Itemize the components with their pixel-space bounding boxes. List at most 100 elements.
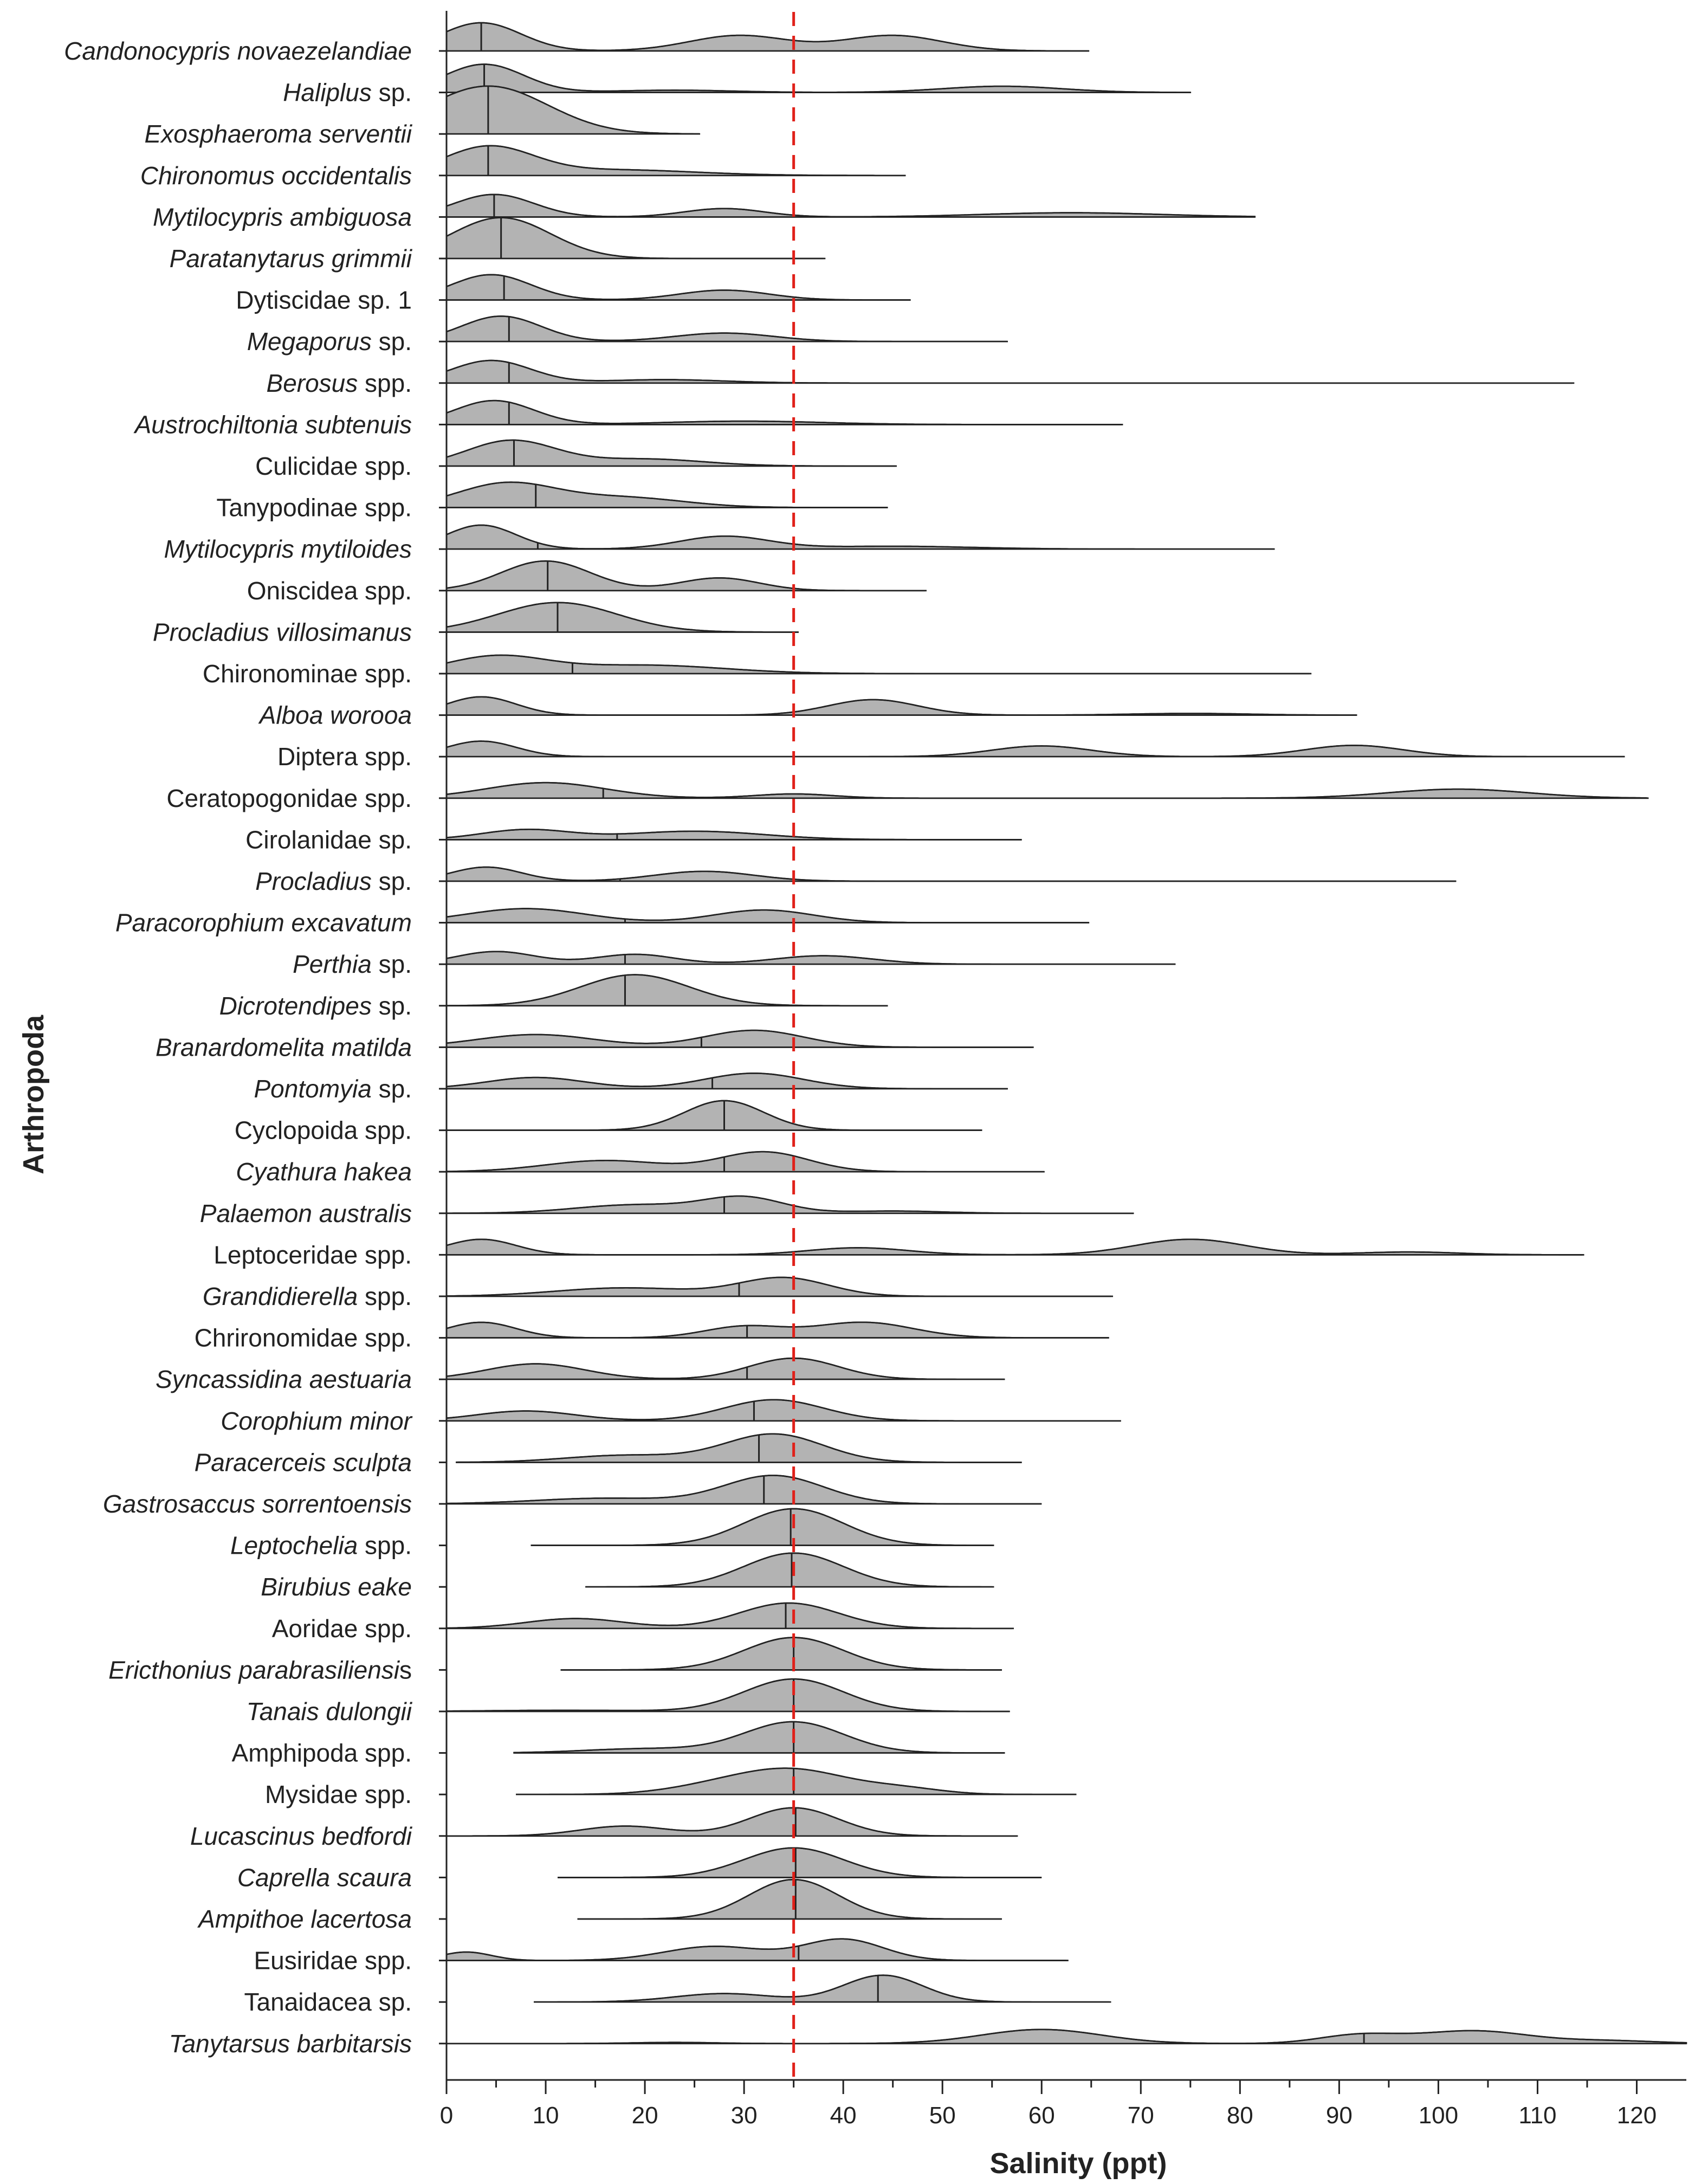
species-label-italic: Ampithoe lacertosa: [197, 1905, 412, 1933]
density-area: [513, 1721, 1005, 1754]
ridge-row: [445, 524, 1275, 550]
ridge-row: [445, 829, 1022, 841]
ridge-row: [445, 781, 1649, 799]
x-tick-label: 50: [929, 2102, 956, 2129]
species-label-plain: spp.: [358, 369, 412, 397]
species-label-plain: sp.: [372, 327, 412, 356]
species-label-italic: Tanais dulongii: [247, 1697, 413, 1726]
species-label-plain: s: [399, 1656, 412, 1684]
species-label: Syncassidina aestuaria: [156, 1365, 412, 1393]
species-label-italic: Alboa worooa: [258, 701, 412, 729]
species-label: Gastrosaccus sorrentoensis: [103, 1490, 412, 1518]
ridge-row: [447, 2028, 1687, 2045]
ridge-row: [445, 740, 1625, 758]
density-area: [445, 866, 1457, 882]
density-area: [585, 1552, 994, 1588]
density-outline: [446, 193, 1255, 218]
ridge-row: [445, 696, 1357, 716]
ridge-row: [577, 1878, 1002, 1920]
species-label-plain: spp.: [358, 1282, 412, 1310]
species-label: Palaemon australis: [200, 1199, 412, 1227]
species-label-italic: Pontomyia: [254, 1075, 372, 1103]
species-label-italic: Tanytarsus barbitarsis: [169, 2030, 412, 2058]
ridge-row: [445, 866, 1457, 882]
species-label: Perthia sp.: [293, 950, 412, 978]
x-tick-label: 100: [1419, 2102, 1458, 2129]
density-area: [445, 1029, 1034, 1048]
x-tick-label: 30: [731, 2102, 758, 2129]
species-label-plain: sp.: [372, 950, 412, 978]
species-label-italic: Paratanytarus grimmii: [170, 244, 413, 273]
x-axis: 0 10 20 30 40 50 60 70 80 90 100 110 120: [440, 11, 1686, 2129]
species-label-italic: Dicrotendipes: [219, 992, 372, 1020]
species-label: Ericthonius parabrasiliensis: [108, 1656, 412, 1684]
species-label: Tanytarsus barbitarsis: [169, 2030, 412, 2058]
species-label-italic: Berosus: [267, 369, 358, 397]
species-label-italic: Gastrosaccus sorrentoensis: [103, 1490, 412, 1518]
species-label: Exosphaeroma serventii: [145, 120, 413, 148]
species-label-italic: Leptochelia: [230, 1532, 358, 1560]
ridge-row: [447, 1807, 1018, 1837]
species-label: Caprella scaura: [237, 1863, 412, 1891]
species-label: Tanaidacea sp.: [244, 1988, 412, 2016]
species-label-italic: Ericthonius parabrasiliensi: [108, 1656, 400, 1684]
species-label: Cyathura hakea: [236, 1158, 412, 1186]
species-label: Birubius eake: [261, 1573, 412, 1601]
ridge-row: [445, 399, 1123, 425]
species-label-italic: Haliplus: [283, 79, 372, 107]
species-label: Lucascinus bedfordi: [190, 1822, 413, 1850]
species-label: Corophium minor: [221, 1407, 412, 1435]
ridge-row: [513, 1721, 1005, 1754]
density-area: [445, 217, 826, 260]
species-label: Branardomelita matilda: [156, 1033, 412, 1061]
species-label-italic: Cyathura hakea: [236, 1158, 412, 1186]
species-label: Paracorophium excavatum: [115, 909, 412, 937]
species-label: Oniscidea spp.: [247, 577, 412, 605]
x-tick-label: 110: [1518, 2102, 1556, 2129]
ridge-row: [445, 951, 1176, 965]
ridge-row: [447, 1100, 982, 1131]
ridge-row: [445, 359, 1575, 384]
density-area: [445, 951, 1176, 965]
species-label: Procladius sp.: [255, 867, 412, 895]
species-label: Mysidae spp.: [265, 1780, 412, 1808]
ridge-row: [445, 1475, 1042, 1505]
x-tick-label: 80: [1227, 2102, 1253, 2129]
density-area: [558, 1847, 1042, 1878]
ridge-row: [445, 1938, 1069, 1961]
density-area: [560, 1637, 1002, 1671]
species-label: Grandidierella spp.: [203, 1282, 412, 1310]
species-label: Chironomus occidentalis: [140, 161, 412, 190]
ridge-row: [445, 1602, 1014, 1630]
species-label-italic: Birubius eake: [261, 1573, 412, 1601]
density-area: [445, 1678, 1010, 1713]
density-area: [445, 1938, 1069, 1961]
species-label-italic: Procladius villosimanus: [153, 618, 412, 646]
species-label-italic: Syncassidina aestuaria: [156, 1365, 412, 1393]
species-label: Austrochiltonia subtenuis: [133, 410, 412, 438]
ridge-row: [445, 315, 1008, 343]
species-label: Cirolanidae sp.: [245, 825, 412, 854]
species-label: Dytiscidae sp. 1: [236, 286, 412, 314]
density-area: [445, 524, 1275, 550]
density-area: [445, 602, 799, 633]
density-area: [445, 481, 888, 508]
species-label: Paracerceis sculpta: [195, 1448, 412, 1476]
species-label: Paratanytarus grimmii: [170, 244, 413, 273]
density-area: [445, 63, 1192, 93]
density-area: [456, 1433, 1022, 1463]
species-label: Amphipoda spp.: [232, 1739, 412, 1767]
density-area: [577, 1878, 1002, 1920]
species-label: Cyclopoida spp.: [235, 1116, 412, 1145]
density-area: [445, 1276, 1113, 1297]
density-area: [445, 274, 911, 301]
x-tick-label: 70: [1128, 2102, 1154, 2129]
species-label-italic: Mytilocypris ambiguosa: [153, 203, 412, 231]
species-label-plain: sp.: [372, 992, 412, 1020]
ridge-row: [445, 145, 906, 177]
ridge-row: [445, 63, 1192, 93]
ridge-row: [445, 1029, 1034, 1048]
density-outline: [447, 2028, 1687, 2045]
ridge-row: [445, 1151, 1045, 1173]
